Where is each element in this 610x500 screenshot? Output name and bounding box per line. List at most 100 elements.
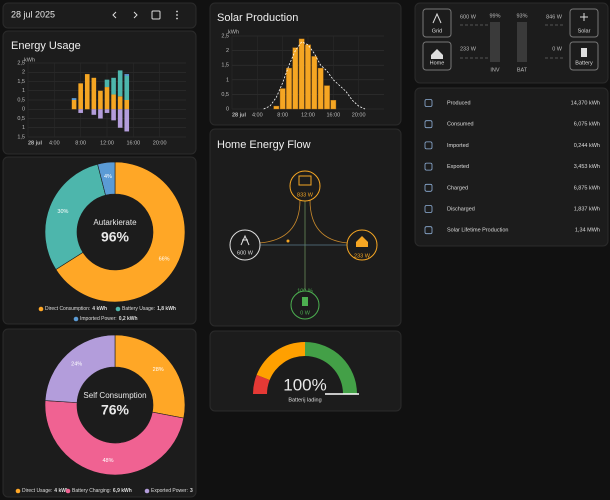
y-tick-label: 0 — [22, 107, 25, 113]
legend-swatch — [15, 488, 21, 494]
grid-box[interactable] — [422, 8, 452, 38]
stat-value: 3,453 kWh — [574, 164, 600, 170]
bar-segment — [78, 109, 83, 113]
bar — [317, 67, 324, 110]
bar — [286, 67, 292, 110]
card-title: Solar Production — [217, 12, 298, 24]
stat-icon — [424, 99, 433, 107]
bar — [305, 44, 311, 110]
stat-icon — [424, 162, 433, 171]
bar-segment — [111, 94, 116, 110]
battery-power: 0 W — [300, 310, 311, 316]
node-power: 600 W — [460, 14, 477, 20]
segment-label: 30% — [57, 209, 68, 215]
bar — [298, 38, 305, 110]
bar — [324, 85, 330, 110]
legend-entry: Direct Usage: 4 kWh — [22, 488, 69, 494]
legend-entry: Battery Charging: 6,9 kWh — [72, 488, 132, 494]
stat-icon — [424, 226, 433, 235]
stat-value: 0,244 kWh — [574, 143, 600, 149]
bar-segment — [91, 77, 97, 110]
next-button[interactable] — [133, 11, 138, 19]
card-title: Home Energy Flow — [217, 139, 311, 151]
donut-segment — [44, 334, 116, 403]
bar — [292, 47, 299, 110]
inverter-label: INV — [490, 67, 500, 73]
legend-label: Direct Consumption: — [45, 306, 90, 312]
legend-swatch — [65, 488, 71, 494]
inverter-bar — [490, 22, 500, 62]
stat-label: Produced — [447, 100, 471, 106]
gauge-band — [305, 342, 357, 394]
y-tick-label: 0 — [226, 106, 229, 112]
gauge-value: 100% — [283, 375, 326, 394]
grid-node — [229, 229, 261, 261]
battery-bar-level: 93% — [516, 13, 527, 19]
bar-segment — [111, 77, 116, 95]
battery-box[interactable] — [569, 41, 599, 71]
y-tick-label: 0,5 — [221, 92, 229, 98]
stat-label: Discharged — [447, 206, 475, 212]
x-tick-label: 16:00 — [126, 140, 140, 146]
y-tick-label: 1,5 — [17, 79, 25, 85]
bar-segment — [124, 75, 130, 100]
y-tick-label: 1,5 — [221, 63, 229, 69]
legend-swatch — [115, 306, 121, 312]
y-tick-label: 2 — [226, 48, 229, 54]
segment-label: 66% — [159, 256, 170, 262]
inverter-level: 99% — [489, 13, 500, 19]
legend-value: 6,9 kWh — [113, 488, 132, 494]
legend-swatch — [38, 306, 44, 312]
gauge-band — [256, 342, 305, 381]
calendar-button[interactable] — [151, 10, 161, 20]
legend-value: 4 kWh — [54, 488, 69, 494]
stat-value: 6,075 kWh — [574, 122, 600, 128]
bar-segment — [78, 83, 83, 110]
node-label: Home — [430, 60, 445, 66]
y-tick-label: 2,5 — [17, 60, 25, 66]
date-bar — [2, 2, 197, 29]
stat-icon — [424, 183, 433, 192]
x-tick-label: 4:00 — [252, 112, 263, 118]
legend-label: Imported Power: — [80, 316, 117, 322]
bar-segment — [117, 70, 123, 97]
donut-segment — [44, 400, 185, 476]
gauge-label: Batterij lading — [288, 397, 321, 403]
segment-label: 4% — [104, 174, 112, 180]
bar-segment — [111, 109, 116, 121]
home-box[interactable] — [422, 41, 452, 71]
x-tick-label: 20:00 — [153, 140, 167, 146]
bar — [279, 88, 286, 110]
menu-button[interactable] — [176, 10, 178, 20]
unit: kWh — [24, 57, 35, 63]
bar-segment — [117, 109, 123, 128]
stat-value: 1,837 kWh — [574, 206, 600, 212]
stat-value: 1,34 MWh — [575, 228, 600, 234]
stat-icon — [424, 120, 433, 129]
stat-value: 14,370 kWh — [571, 100, 600, 106]
card — [209, 128, 402, 327]
battery-bar-label: BAT — [517, 67, 528, 73]
bar-segment — [91, 109, 97, 115]
bar-segment — [104, 87, 110, 110]
y-tick-label: 1,5 — [17, 134, 25, 140]
x-tick-label: 12:00 — [301, 112, 315, 118]
grid-power: 600 W — [237, 250, 254, 256]
x-tick-label: 28 jul — [232, 112, 247, 118]
solar-box[interactable] — [569, 8, 599, 38]
battery-bar — [517, 22, 527, 62]
x-tick-label: 20:00 — [352, 112, 366, 118]
donut-segment — [55, 161, 186, 303]
stat-label: Charged — [447, 185, 468, 191]
card-title: Energy Usage — [11, 40, 81, 52]
legend-entry: Battery Usage: 1,8 kWh — [122, 306, 176, 312]
donut-segment — [97, 161, 116, 196]
stat-icon — [424, 141, 433, 150]
flow-lines — [258, 199, 349, 290]
bar-segment — [71, 98, 77, 100]
node-power: 233 W — [460, 46, 477, 52]
prev-button[interactable] — [112, 11, 117, 19]
bar — [330, 100, 337, 110]
legend-label: Battery Usage: — [122, 306, 155, 312]
legend-entry: Imported Power: 0,2 kWh — [80, 316, 138, 322]
